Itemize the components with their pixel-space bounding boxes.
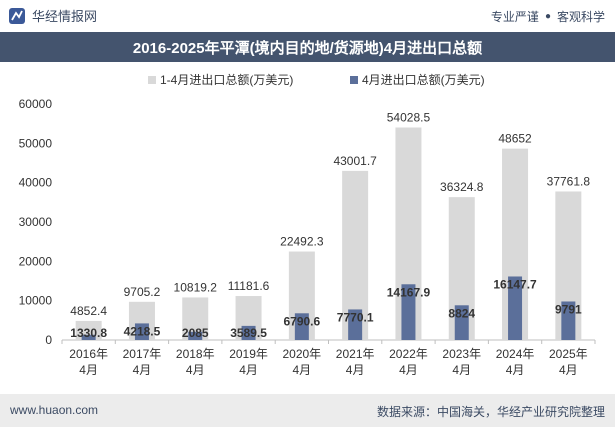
y-tick-label: 40000 bbox=[19, 176, 53, 190]
slogan: 专业严谨 ● 客观科学 bbox=[491, 8, 605, 25]
bar-series2 bbox=[241, 325, 256, 340]
x-tick-label: 4月 bbox=[133, 363, 152, 377]
y-tick-label: 60000 bbox=[19, 97, 53, 111]
slogan-right: 客观科学 bbox=[556, 10, 605, 24]
brand-logo-icon bbox=[9, 7, 25, 24]
x-tick-label: 4月 bbox=[559, 363, 578, 377]
x-tick-label: 2016年 bbox=[69, 347, 108, 361]
x-tick-label: 2024年 bbox=[496, 347, 535, 361]
x-tick-label: 2022年 bbox=[389, 347, 428, 361]
data-label-series2: 8824 bbox=[448, 306, 475, 320]
data-label-series1: 9705.2 bbox=[124, 285, 161, 299]
legend-series1-label: 1-4月进出口总额(万美元) bbox=[160, 73, 293, 87]
data-label-series1: 43001.7 bbox=[333, 154, 377, 168]
slogan-separator: ● bbox=[544, 11, 551, 22]
bar-series2 bbox=[508, 276, 523, 340]
x-tick-label: 4月 bbox=[79, 363, 98, 377]
x-tick-label: 2020年 bbox=[282, 347, 321, 361]
data-label-series2: 4218.5 bbox=[124, 324, 161, 338]
y-tick-label: 10000 bbox=[19, 294, 53, 308]
slogan-left: 专业严谨 bbox=[490, 10, 539, 24]
x-tick-label: 2021年 bbox=[336, 347, 375, 361]
x-tick-label: 2025年 bbox=[549, 347, 588, 361]
data-label-series2: 1330.8 bbox=[70, 326, 107, 340]
y-tick-label: 20000 bbox=[19, 254, 53, 268]
bar-series2 bbox=[294, 313, 309, 340]
data-label-series1: 10819.2 bbox=[174, 280, 218, 294]
x-tick-label: 2017年 bbox=[123, 347, 162, 361]
data-label-series1: 54028.5 bbox=[387, 110, 431, 124]
data-label-series1: 22492.3 bbox=[280, 235, 324, 249]
y-tick-label: 30000 bbox=[19, 215, 53, 229]
data-label-series2: 2085 bbox=[182, 326, 209, 340]
x-tick-label: 2019年 bbox=[229, 347, 268, 361]
chart-area: 1-4月进出口总额(万美元) 4月进出口总额(万美元) 0 10000 20000 300… bbox=[0, 62, 615, 394]
footer-url[interactable]: www.huaon.com bbox=[10, 403, 99, 417]
data-label-series1: 48652 bbox=[498, 132, 532, 146]
legend-series2-swatch bbox=[350, 76, 358, 84]
bar-series2 bbox=[81, 334, 96, 340]
bar-series2 bbox=[454, 305, 469, 340]
bar-series2 bbox=[401, 284, 416, 340]
legend-series2-label: 4月进出口总额(万美元) bbox=[362, 73, 485, 87]
x-tick-label: 4月 bbox=[186, 363, 205, 377]
data-label-series2: 7770.1 bbox=[337, 310, 374, 324]
bar-series2 bbox=[134, 323, 149, 340]
brand-name: 华经情报网 bbox=[32, 9, 98, 24]
data-label-series2: 3589.5 bbox=[230, 326, 267, 340]
top-bar: 华经情报网 专业严谨 ● 客观科学 bbox=[0, 0, 615, 32]
x-tick-label: 4月 bbox=[293, 363, 312, 377]
x-tick-label: 2023年 bbox=[442, 347, 481, 361]
x-tick-label: 4月 bbox=[452, 363, 471, 377]
legend-series1-swatch bbox=[148, 76, 156, 84]
y-tick-label: 50000 bbox=[19, 136, 53, 150]
data-label-series2: 9791 bbox=[555, 302, 582, 316]
data-label-series1: 37761.8 bbox=[547, 174, 591, 188]
bar-series2 bbox=[188, 331, 203, 340]
chart-title: 2016-2025年平潭(境内目的地/货源地)4月进出口总额 bbox=[132, 39, 483, 57]
x-tick-label: 4月 bbox=[239, 363, 258, 377]
data-label-series2: 16147.7 bbox=[493, 277, 537, 291]
x-tick-label: 4月 bbox=[346, 363, 365, 377]
brand[interactable]: 华经情报网 bbox=[8, 6, 97, 25]
x-tick-label: 4月 bbox=[506, 363, 525, 377]
footer: www.huaon.com 数据来源：中国海关，华经产业研究院整理 bbox=[0, 394, 615, 427]
data-label-series1: 11181.6 bbox=[228, 279, 270, 293]
data-label-series2: 6790.6 bbox=[283, 314, 320, 328]
data-label-series2: 14167.9 bbox=[387, 285, 431, 299]
title-band: 2016-2025年平潭(境内目的地/货源地)4月进出口总额 bbox=[0, 32, 615, 62]
data-label-series1: 36324.8 bbox=[440, 180, 484, 194]
y-tick-label: 0 bbox=[45, 333, 52, 347]
x-tick-label: 2018年 bbox=[176, 347, 215, 361]
bar-series2 bbox=[348, 309, 363, 340]
data-label-series1: 4852.4 bbox=[70, 304, 107, 318]
footer-source: 数据来源：中国海关，华经产业研究院整理 bbox=[376, 405, 605, 419]
x-tick-label: 4月 bbox=[399, 363, 418, 377]
chart-svg: 1-4月进出口总额(万美元) 4月进出口总额(万美元) 0 10000 20000 300… bbox=[19, 73, 596, 377]
bar-series2 bbox=[561, 301, 576, 340]
